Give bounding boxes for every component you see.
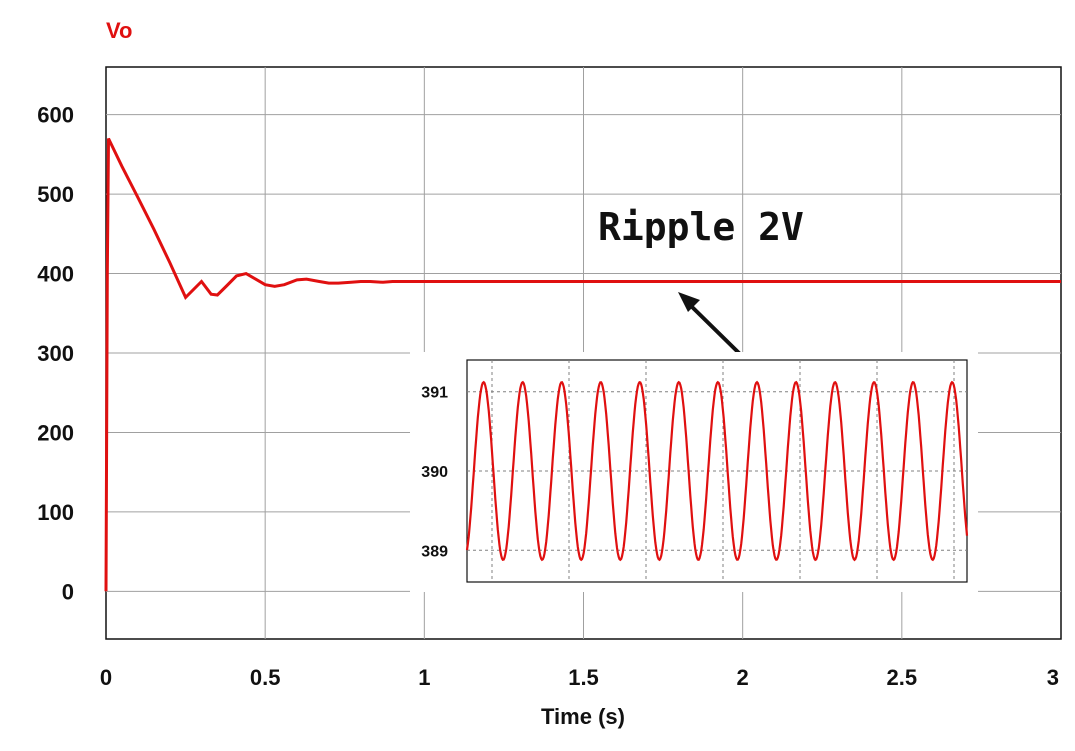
- x-tick-label: 1: [418, 665, 430, 690]
- x-tick-labels: 0 0.5 1 1.5 2 2.5 3: [100, 665, 1059, 690]
- y-tick-label: 0: [62, 579, 74, 604]
- x-tick-label: 1.5: [568, 665, 599, 690]
- x-tick-label: 2: [737, 665, 749, 690]
- inset-ripple-line: [465, 380, 969, 562]
- inset-y-tick-label: 391: [421, 385, 448, 402]
- y-tick-label: 500: [37, 182, 74, 207]
- x-tick-label: 0: [100, 665, 112, 690]
- vo-series-line: [104, 137, 1061, 592]
- x-tick-label: 3: [1047, 665, 1059, 690]
- series-label-vo: Vo: [106, 18, 132, 43]
- y-tick-label: 100: [37, 500, 74, 525]
- x-tick-label: 0.5: [250, 665, 281, 690]
- inset-y-tick-label: 390: [421, 464, 448, 481]
- y-tick-label: 400: [37, 262, 74, 287]
- ripple-annotation: Ripple 2V: [598, 205, 804, 249]
- y-tick-labels: 0 100 200 300 400 500 600: [37, 103, 74, 605]
- inset-y-tick-label: 389: [421, 543, 448, 560]
- y-tick-label: 300: [37, 341, 74, 366]
- annotation-arrow: [678, 292, 743, 357]
- y-tick-label: 600: [37, 103, 74, 128]
- x-axis-title: Time (s): [541, 704, 625, 729]
- y-tick-label: 200: [37, 420, 74, 445]
- inset-y-tick-labels: 389 390 391: [421, 385, 448, 561]
- x-tick-label: 2.5: [887, 665, 918, 690]
